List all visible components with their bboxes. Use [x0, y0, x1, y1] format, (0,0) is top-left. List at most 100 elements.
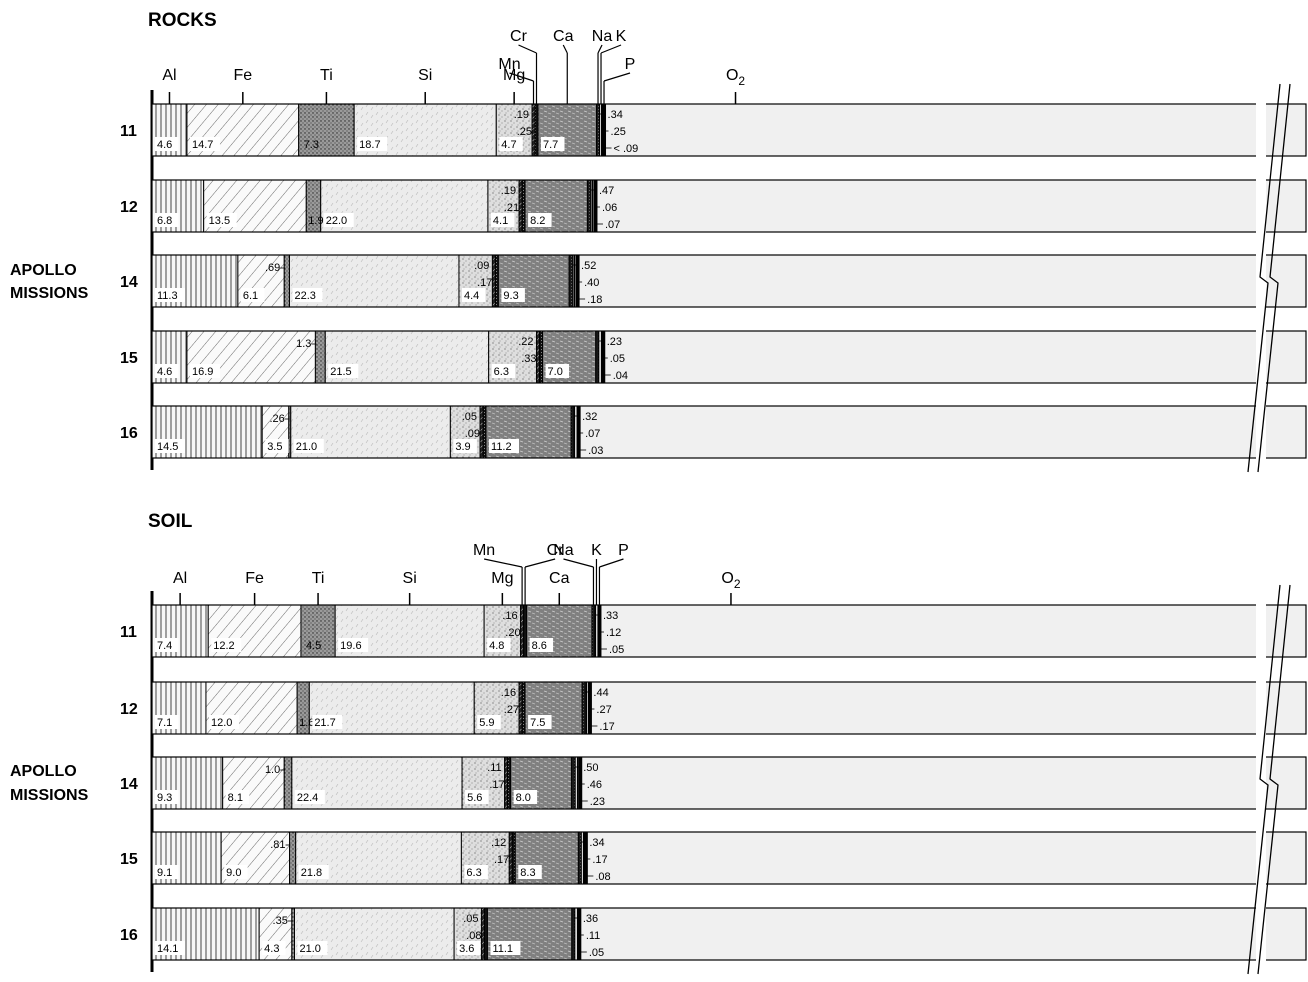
value-label-na: .52	[581, 260, 596, 272]
value-label-ti: 1.3	[296, 338, 311, 350]
value-label-al: 4.6	[157, 139, 172, 151]
value-label-bg	[155, 137, 179, 151]
axis-break-gap	[1256, 178, 1266, 234]
value-label-mg: 5.6	[467, 792, 482, 804]
value-label-bg	[224, 865, 248, 879]
bar-outline	[151, 907, 1307, 961]
value-label-na: .44	[593, 687, 608, 699]
row-label: 15	[120, 350, 138, 367]
bar-outline	[151, 330, 1307, 384]
value-label-bg	[240, 288, 265, 302]
value-label-ti: .35	[273, 915, 288, 927]
value-label-na: .47	[599, 185, 614, 197]
value-label-bg	[262, 941, 286, 955]
row-label: 16	[120, 425, 138, 442]
value-label-p: .23	[590, 796, 605, 808]
bar-row-11: 11 7.4 12.2 4.5 19.6 4.8 .16 .20 8.6 .33 .12 .05	[120, 603, 1307, 659]
value-label-al: 9.3	[157, 792, 172, 804]
value-label-na: .50	[583, 762, 598, 774]
element-label-o2: O2	[721, 570, 740, 591]
bar-outline	[151, 604, 1307, 658]
element-leader-na	[597, 44, 603, 54]
value-label-ca: 8.6	[532, 640, 547, 652]
value-label-p: < .09	[614, 143, 639, 155]
value-label-bg	[465, 790, 489, 804]
row-label: 12	[120, 199, 138, 216]
axis-break-gap	[1256, 404, 1266, 460]
bar-row-14: 14 9.3 8.1 1.0 22.4 5.6 .11 .17 8.0 .50 .46 .23	[120, 755, 1307, 811]
value-label-mg: 3.6	[459, 943, 474, 955]
value-label-mg: 6.3	[494, 366, 509, 378]
element-label-al: Al	[173, 570, 187, 587]
value-label-si: 22.4	[297, 792, 318, 804]
axis-break-gap	[1256, 603, 1266, 659]
value-label-bg	[529, 638, 554, 652]
value-label-mg: 5.9	[479, 717, 494, 729]
value-label-ca: 11.1	[492, 943, 513, 955]
value-label-ti: .69	[265, 262, 280, 274]
value-label-bg	[155, 790, 179, 804]
value-label-bg	[491, 364, 516, 378]
value-label-bg	[487, 638, 511, 652]
value-label-bg	[292, 288, 323, 302]
bar-segment-ti	[283, 254, 290, 308]
bar-segment-o2	[600, 604, 1307, 658]
value-label-bg	[155, 213, 179, 227]
value-label-mg: 3.9	[455, 441, 470, 453]
element-label-cr: Cr	[510, 28, 528, 45]
value-label-bg	[206, 213, 237, 227]
value-label-si: 21.0	[300, 943, 321, 955]
element-label-si: Si	[418, 67, 432, 84]
value-label-na: .34	[608, 109, 623, 121]
bar-row-11: 11 4.6 14.7 7.3 18.7 4.7 .19 .25 7.7 .34 .25 < .09	[120, 102, 1307, 158]
bar-outline	[151, 179, 1307, 233]
value-label-p: .17	[599, 721, 614, 733]
element-label-na: Na	[592, 28, 613, 45]
value-label-mg: 4.1	[493, 215, 508, 227]
element-label-ti: Ti	[312, 570, 325, 587]
value-label-bg	[294, 790, 325, 804]
element-leader-p	[599, 558, 624, 568]
value-label-bg	[155, 941, 185, 955]
value-label-bg	[545, 364, 570, 378]
value-label-na: .32	[582, 411, 597, 423]
value-label-bg	[189, 137, 220, 151]
bar-segment-o2	[605, 103, 1307, 157]
bar-segment-ti	[283, 756, 293, 810]
value-label-bg	[155, 288, 185, 302]
value-label-p: .18	[587, 294, 602, 306]
value-label-k: .12	[606, 627, 621, 639]
value-label-cr: .33	[521, 353, 536, 365]
bar-row-15: 15 4.6 16.9 1.3 21.5 6.3 .22 .33 7.0 .23 .05 .04	[120, 329, 1307, 385]
axis-break-gap	[1256, 102, 1266, 158]
element-label-fe: Fe	[245, 570, 264, 587]
value-label-ca: 9.3	[503, 290, 518, 302]
value-label-cr: .17	[494, 854, 509, 866]
value-label-bg	[464, 865, 488, 879]
row-label: 15	[120, 851, 138, 868]
element-leader-mn	[483, 558, 523, 568]
element-label-fe: Fe	[233, 67, 252, 84]
bar-row-16: 16 14.5 3.5 .26 21.0 3.9 .05 .09 11.2 .32 .07 .03	[120, 404, 1307, 460]
element-label-o2: O2	[726, 67, 745, 88]
value-label-mn: .05	[463, 913, 478, 925]
value-label-fe: 9.0	[226, 867, 241, 879]
bar-outline	[151, 254, 1307, 308]
value-label-na: .23	[607, 336, 622, 348]
value-label-bg	[528, 213, 552, 227]
value-label-al: 6.8	[157, 215, 172, 227]
value-label-fe: 13.5	[209, 215, 230, 227]
value-label-k: .27	[596, 704, 611, 716]
value-label-bg	[265, 439, 289, 453]
element-label-p: P	[618, 542, 629, 559]
row-label: 12	[120, 701, 138, 718]
value-label-fe: 4.3	[264, 943, 279, 955]
value-label-bg	[541, 137, 565, 151]
value-label-p: .05	[609, 644, 624, 656]
value-label-p: .07	[605, 219, 620, 231]
value-label-mn: .16	[502, 610, 517, 622]
value-label-ca: 8.2	[530, 215, 545, 227]
value-label-bg	[328, 364, 359, 378]
value-label-bg	[155, 865, 179, 879]
